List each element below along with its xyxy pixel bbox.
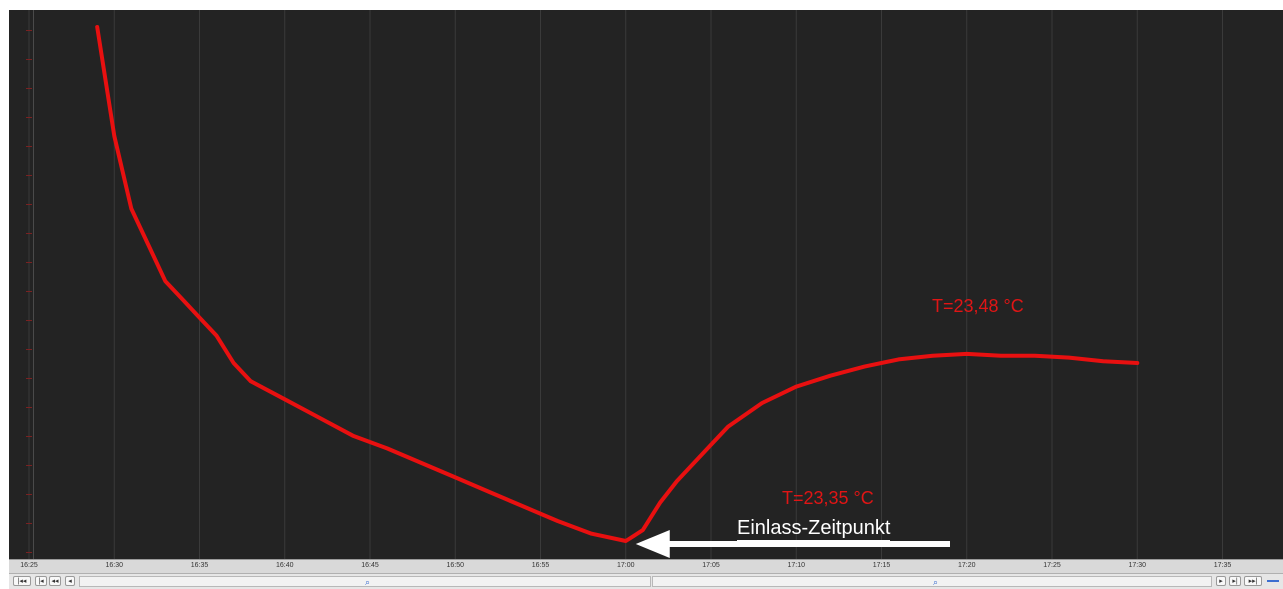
x-tick-label: 17:15 xyxy=(873,562,891,569)
x-tick-label: 16:45 xyxy=(361,562,379,569)
scroll-track-left[interactable]: ⌕ xyxy=(79,576,651,587)
y-tick-mark xyxy=(26,320,32,321)
next-fast-button[interactable]: ▸| xyxy=(1229,576,1241,586)
arrow-head xyxy=(636,530,670,558)
x-tick-label: 16:40 xyxy=(276,562,294,569)
x-tick-label: 16:50 xyxy=(446,562,464,569)
y-tick-mark xyxy=(26,523,32,524)
x-tick-label: 17:20 xyxy=(958,562,976,569)
x-tick-label: 17:35 xyxy=(1214,562,1232,569)
min-temperature-label: T=23,35 °C xyxy=(782,488,874,509)
first-button[interactable]: |◂◂ xyxy=(13,576,31,586)
y-axis xyxy=(9,10,34,559)
y-tick-mark xyxy=(26,88,32,89)
chart-plot-area xyxy=(9,10,1283,559)
zoom-icon[interactable]: ⌕ xyxy=(933,577,938,588)
time-navigation-bar: |◂◂ |◂ ◂◂ ◂ ⌕ ⌕ ▸ ▸| ▸▸| xyxy=(9,573,1283,589)
y-tick-mark xyxy=(26,436,32,437)
y-tick-mark xyxy=(26,552,32,553)
y-tick-mark xyxy=(26,349,32,350)
y-tick-mark xyxy=(26,146,32,147)
arrow-label: Einlass-Zeitpunkt xyxy=(737,516,890,542)
y-tick-mark xyxy=(26,378,32,379)
y-tick-mark xyxy=(26,30,32,31)
y-tick-mark xyxy=(26,204,32,205)
x-tick-label: 16:55 xyxy=(532,562,550,569)
y-tick-mark xyxy=(26,59,32,60)
x-tick-label: 16:30 xyxy=(105,562,123,569)
x-tick-label: 17:30 xyxy=(1128,562,1146,569)
temperature-series-line xyxy=(97,27,1137,541)
zoom-icon[interactable]: ⌕ xyxy=(365,577,370,588)
x-tick-label: 16:35 xyxy=(191,562,209,569)
y-tick-mark xyxy=(26,233,32,234)
last-button[interactable]: ▸▸| xyxy=(1244,576,1262,586)
y-tick-mark xyxy=(26,407,32,408)
prev-fast-button[interactable]: ◂◂ xyxy=(49,576,61,586)
max-temperature-label: T=23,48 °C xyxy=(932,296,1024,317)
x-tick-label: 17:00 xyxy=(617,562,635,569)
y-tick-mark xyxy=(26,465,32,466)
chart-svg xyxy=(9,10,1283,559)
x-tick-label: 17:05 xyxy=(702,562,720,569)
x-tick-label: 17:10 xyxy=(787,562,805,569)
zoom-slider-handle[interactable] xyxy=(1267,580,1279,582)
x-tick-label: 16:25 xyxy=(20,562,38,569)
y-tick-mark xyxy=(26,262,32,263)
scroll-track-right[interactable]: ⌕ xyxy=(652,576,1212,587)
y-tick-mark xyxy=(26,494,32,495)
prev-button[interactable]: ◂ xyxy=(65,576,75,586)
x-tick-label: 17:25 xyxy=(1043,562,1061,569)
y-tick-mark xyxy=(26,175,32,176)
y-tick-mark xyxy=(26,117,32,118)
next-button[interactable]: ▸ xyxy=(1216,576,1226,586)
prev-page-button[interactable]: |◂ xyxy=(35,576,47,586)
y-tick-mark xyxy=(26,291,32,292)
x-axis: 16:25 16:30 16:35 16:40 16:45 16:50 16:55 17:00… xyxy=(9,559,1283,574)
